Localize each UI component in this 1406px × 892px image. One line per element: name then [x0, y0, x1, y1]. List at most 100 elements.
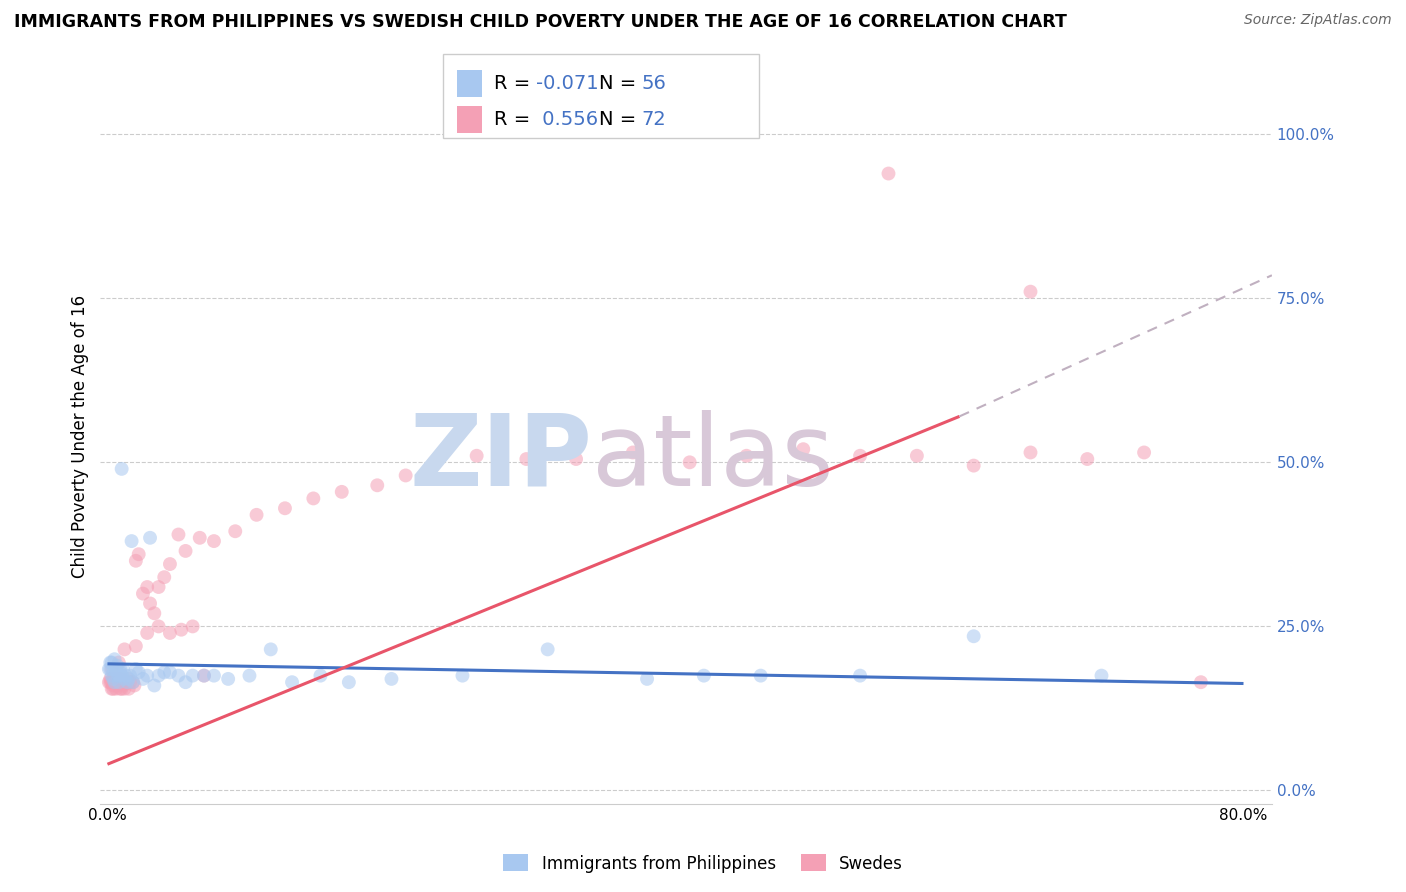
Point: [114, 642, 136, 657]
Point: [111, 462, 134, 476]
Text: IMMIGRANTS FROM PHILIPPINES VS SWEDISH CHILD POVERTY UNDER THE AGE OF 16 CORRELA: IMMIGRANTS FROM PHILIPPINES VS SWEDISH C…: [14, 13, 1067, 31]
Point: [153, 665, 176, 680]
Point: [749, 668, 772, 682]
Point: [224, 524, 246, 539]
Point: [330, 484, 353, 499]
Point: [148, 619, 170, 633]
Point: [621, 445, 644, 459]
Point: [139, 596, 162, 610]
Point: [115, 668, 138, 682]
Point: [337, 675, 360, 690]
Text: N =: N =: [599, 74, 643, 93]
Point: [100, 681, 122, 696]
Point: [136, 626, 159, 640]
Point: [105, 675, 128, 690]
Point: [115, 675, 138, 690]
Point: [103, 675, 125, 690]
Point: [125, 554, 148, 568]
Point: [174, 675, 197, 690]
Point: [1133, 445, 1156, 459]
Point: [120, 675, 142, 690]
Point: [159, 665, 181, 680]
Point: [101, 681, 124, 696]
Point: [108, 672, 131, 686]
Point: [159, 626, 181, 640]
Point: [110, 681, 132, 696]
Point: [97, 662, 120, 676]
Text: -0.071: -0.071: [536, 74, 599, 93]
Point: [1076, 452, 1098, 467]
Point: [309, 668, 332, 682]
Point: [302, 491, 325, 506]
Point: [114, 681, 136, 696]
Point: [121, 534, 143, 549]
Point: [167, 668, 190, 682]
Point: [963, 629, 986, 643]
Point: [139, 531, 162, 545]
Point: [98, 672, 121, 686]
Point: [849, 449, 872, 463]
Text: 0.556: 0.556: [536, 110, 598, 129]
Point: [181, 668, 204, 682]
Point: [98, 675, 121, 690]
Point: [1019, 285, 1042, 299]
Point: [877, 167, 900, 181]
Point: [451, 668, 474, 682]
Point: [245, 508, 267, 522]
Point: [117, 675, 139, 690]
Point: [636, 672, 658, 686]
Point: [104, 662, 127, 676]
Point: [849, 668, 872, 682]
Point: [100, 662, 122, 676]
Point: [132, 586, 155, 600]
Point: [679, 455, 702, 469]
Point: [202, 534, 225, 549]
Point: [98, 656, 121, 670]
Point: [98, 662, 121, 676]
Point: [122, 675, 145, 690]
Point: [193, 668, 215, 682]
Point: [159, 557, 181, 571]
Text: atlas: atlas: [592, 409, 834, 507]
Point: [110, 662, 132, 676]
Point: [101, 678, 124, 692]
Point: [112, 662, 135, 676]
Point: [423, 455, 446, 469]
Y-axis label: Child Poverty Under the Age of 16: Child Poverty Under the Age of 16: [72, 294, 89, 578]
Point: [202, 668, 225, 682]
Text: 56: 56: [641, 74, 666, 93]
Point: [143, 607, 166, 621]
Point: [181, 619, 204, 633]
Point: [735, 449, 758, 463]
Point: [117, 672, 139, 686]
Point: [122, 675, 145, 690]
Point: [174, 544, 197, 558]
Point: [111, 672, 134, 686]
Point: [132, 672, 155, 686]
Point: [104, 662, 127, 676]
Point: [1189, 675, 1212, 690]
Point: [380, 672, 402, 686]
Point: [118, 681, 141, 696]
Point: [104, 681, 127, 696]
Point: [124, 678, 146, 692]
Point: [238, 668, 260, 682]
Point: [103, 675, 125, 690]
Point: [143, 678, 166, 692]
Text: Source: ZipAtlas.com: Source: ZipAtlas.com: [1244, 13, 1392, 28]
Point: [110, 675, 132, 690]
Point: [120, 668, 142, 682]
Point: [1090, 668, 1112, 682]
Point: [104, 678, 127, 692]
Point: [125, 639, 148, 653]
Text: ZIP: ZIP: [409, 409, 592, 507]
Text: R =: R =: [494, 110, 536, 129]
Point: [103, 672, 125, 686]
Point: [128, 547, 150, 561]
Point: [153, 570, 176, 584]
Point: [112, 678, 135, 692]
Point: [515, 452, 537, 467]
Point: [136, 668, 159, 682]
Point: [188, 531, 211, 545]
Point: [125, 662, 148, 676]
